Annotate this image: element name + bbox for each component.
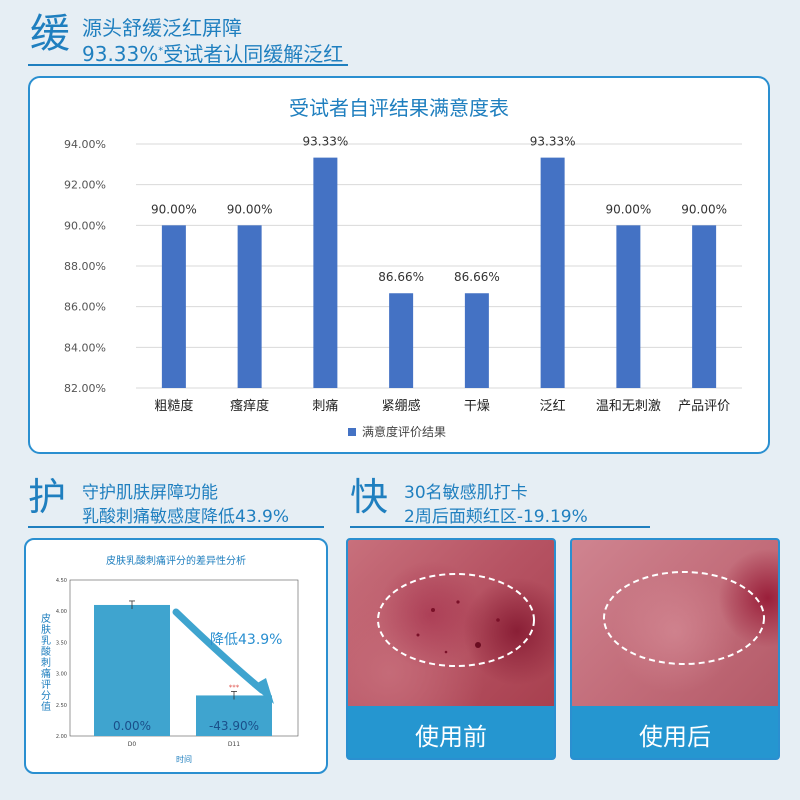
bar-value-label: 93.33% <box>302 135 348 149</box>
section-left-char: 护 <box>28 475 67 519</box>
y-tick-label: 92.00% <box>64 179 106 192</box>
bar-value-label: 90.00% <box>605 202 651 216</box>
bar <box>161 225 186 388</box>
section-left-line2: 乳酸刺痛敏感度降低43.9% <box>82 507 290 527</box>
x-category-label: 泛红 <box>540 398 566 414</box>
mini-bar-chart: 2.00 2.50 3.00 3.50 4.00 4.50 0.00% D0 -43.90% D1… <box>41 578 299 764</box>
before-skin-image <box>348 540 554 706</box>
bar <box>464 293 489 388</box>
mini-chart-card: 皮肤乳酸刺痛评分的差异性分析 2.00 2.50 3.00 3.50 4.00 4.50 0… <box>24 538 328 774</box>
reduction-arrow-head <box>252 678 274 704</box>
mini-x-axis-label: 时间 <box>176 754 192 764</box>
bar <box>237 225 262 388</box>
bar-value-label: 90.00% <box>151 202 197 216</box>
chart-card: 受试者自评结果满意度表 82.00% 84.00% 86.00% 88.00% 90.0… <box>28 76 770 454</box>
bar <box>540 157 565 388</box>
mini-x-tick: D11 <box>228 741 240 748</box>
section-left-underline <box>28 526 324 528</box>
x-category-label: 刺痛 <box>312 398 338 414</box>
y-tick-label: 88.00% <box>64 260 106 273</box>
mini-x-tick: D0 <box>128 741 137 748</box>
legend-swatch <box>348 428 356 436</box>
y-tick-label: 86.00% <box>64 301 106 314</box>
after-photo: 使用后 <box>570 538 780 760</box>
bar-value-label: 90.00% <box>227 202 273 216</box>
bar <box>692 225 717 388</box>
mini-y-tick: 2.00 <box>56 734 67 740</box>
bar <box>616 225 641 388</box>
mini-y-axis-label-char: 评 <box>41 679 51 691</box>
x-category-label: 产品评价 <box>678 399 730 414</box>
header-text: 受试者认同缓解泛红 <box>163 42 344 66</box>
section-right-line2: 2周后面颊红区-19.19% <box>404 507 588 527</box>
mini-bar <box>196 695 272 736</box>
y-tick-label: 94.00% <box>64 138 106 151</box>
mini-annotation: 降低43.9% <box>210 632 282 648</box>
header-value: 93.33% <box>82 42 159 66</box>
mini-bar <box>94 604 170 736</box>
mini-bar-label: -43.90% <box>209 719 259 733</box>
y-tick-label: 84.00% <box>64 341 106 354</box>
x-category-label: 粗糙度 <box>154 398 193 414</box>
bar <box>389 293 414 388</box>
mini-y-axis-label-char: 刺 <box>41 657 51 669</box>
mini-y-axis-label-char: 值 <box>41 700 51 713</box>
mini-y-tick: 3.00 <box>56 672 67 678</box>
x-category-label: 紧绷感 <box>382 398 421 414</box>
main-bar-chart: 82.00% 84.00% 86.00% 88.00% 90.00% 92.00% 94.0… <box>64 135 742 439</box>
section-right-underline <box>350 526 650 528</box>
mini-bar-label: 0.00% <box>113 719 151 733</box>
section-left-line1: 守护肌肤屏障功能 <box>82 483 218 503</box>
bar <box>313 157 338 388</box>
x-category-label: 温和无刺激 <box>596 399 661 414</box>
bar-value-label: 86.66% <box>378 270 424 284</box>
before-label: 使用前 <box>348 716 554 758</box>
mini-y-tick: 4.00 <box>56 609 67 615</box>
header-line1: 源头舒缓泛红屏障 <box>82 16 242 40</box>
y-tick-label: 82.00% <box>64 382 106 395</box>
chart-title: 受试者自评结果满意度表 <box>289 96 509 120</box>
after-label: 使用后 <box>572 716 778 758</box>
mini-y-axis-label-char: 酸 <box>41 645 51 658</box>
section-right-char: 快 <box>350 475 389 519</box>
mini-y-tick: 3.50 <box>56 640 67 646</box>
bar-value-label: 93.33% <box>530 135 576 149</box>
before-photo: 使用前 <box>346 538 556 760</box>
mini-y-axis-label-char: 痛 <box>41 667 51 680</box>
mini-y-axis-label-char: 分 <box>41 690 51 702</box>
bar-value-label: 86.66% <box>454 270 500 284</box>
after-skin-image <box>572 540 778 706</box>
y-tick-label: 90.00% <box>64 219 106 232</box>
mini-y-tick: 2.50 <box>56 703 67 709</box>
mini-plot-frame <box>69 579 299 737</box>
header-asterisk: * <box>158 45 164 57</box>
mini-y-axis-label-char: 乳 <box>41 634 51 647</box>
mini-significance: *** <box>229 683 240 691</box>
header-underline <box>28 64 348 66</box>
section-right-line1: 30名敏感肌打卡 <box>404 483 528 503</box>
mini-chart-title: 皮肤乳酸刺痛评分的差异性分析 <box>106 556 246 567</box>
header-line2: 93.33%*受试者认同缓解泛红 <box>82 38 343 67</box>
mini-y-axis-label-char: 肤 <box>41 623 51 636</box>
x-category-label: 瘙痒度 <box>230 398 269 414</box>
legend-label: 满意度评价结果 <box>362 424 446 439</box>
mini-y-tick: 4.50 <box>56 578 67 584</box>
x-category-label: 干燥 <box>464 399 490 414</box>
reduction-arrow <box>172 608 266 694</box>
header-char: 缓 <box>30 11 70 57</box>
mini-y-axis-label-char: 皮 <box>41 612 51 625</box>
bar-value-label: 90.00% <box>681 202 727 216</box>
